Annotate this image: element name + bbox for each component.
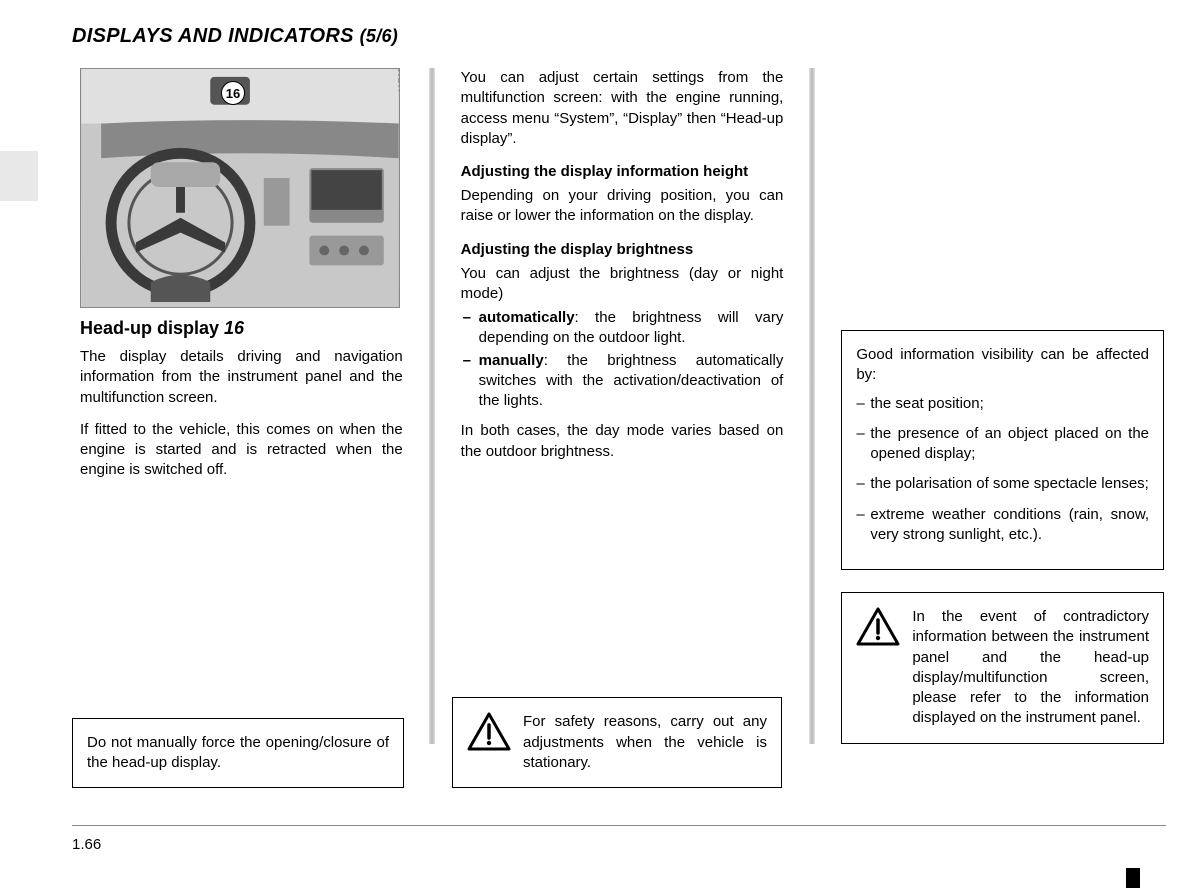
warning-icon-wrapper-2 (467, 712, 511, 758)
callout-number: 16 (226, 86, 240, 101)
col2-sub2: Adjusting the display brightness (461, 241, 784, 258)
col2-p2: Depending on your driving position, you … (461, 186, 784, 227)
col1-p2: If fitted to the vehicle, this comes on … (80, 420, 403, 481)
col2-bullet-2-bold: manually (479, 352, 544, 369)
column-3: Good information visibility can be affec… (833, 68, 1172, 744)
info-box-safety: For safety reasons, carry out any adjust… (452, 697, 782, 788)
col2-bullet-2: manually: the brightness automatically s… (461, 351, 784, 412)
warning-icon-wrapper (856, 607, 900, 653)
box-a-item-4: extreme weather conditions (rain, snow, … (856, 505, 1149, 546)
side-tab (0, 151, 38, 201)
title-count: (5/6) (360, 26, 399, 46)
box-b-text: In the event of contradictory informatio… (912, 607, 1149, 729)
box-col1-text: Do not manually force the opening/closur… (87, 734, 389, 771)
col2-p1: You can adjust certain settings from the… (461, 68, 784, 149)
dashboard-image: 16 40727 (80, 68, 400, 308)
col2-sub1: Adjusting the display information height (461, 163, 784, 180)
image-ref-code: 40727 (398, 68, 400, 94)
info-box-visibility: Good information visibility can be affec… (841, 330, 1164, 570)
column-divider-1 (429, 68, 435, 744)
box-a-intro: Good information visibility can be affec… (856, 345, 1149, 386)
col1-heading: Head-up display 16 (80, 318, 403, 339)
column-divider-2 (809, 68, 815, 744)
columns: 16 40727 Head-up display 16 The display … (0, 68, 1200, 744)
page: DISPLAYS AND INDICATORS (5/6) (0, 0, 1200, 888)
info-box-contradiction: In the event of contradictory informatio… (841, 592, 1164, 744)
col1-p1: The display details driving and navigati… (80, 347, 403, 408)
col1-heading-num: 16 (224, 318, 244, 338)
warning-icon (856, 607, 900, 647)
col2-bullets: automatically: the brightness will vary … (461, 308, 784, 411)
col2-p4: In both cases, the day mode varies based… (461, 421, 784, 462)
page-number: 1.66 (72, 836, 101, 853)
col2-bullet-1: automatically: the brightness will vary … (461, 308, 784, 349)
col2-bullet-1-bold: automatically (479, 309, 575, 326)
image-callout: 16 (221, 81, 245, 105)
title-main: DISPLAYS AND INDICATORS (72, 25, 354, 47)
box-a-item-1: the seat position; (856, 394, 1149, 414)
footer-line (72, 825, 1166, 826)
info-box-no-force: Do not manually force the opening/closur… (72, 718, 404, 789)
dashboard-svg (81, 69, 399, 307)
box-a-item-2: the presence of an object placed on the … (856, 424, 1149, 465)
page-title: DISPLAYS AND INDICATORS (5/6) (72, 25, 1200, 48)
column-2: You can adjust certain settings from the… (453, 68, 792, 744)
box-col2-text: For safety reasons, carry out any adjust… (523, 712, 767, 773)
box-a-list: the seat position; the presence of an ob… (856, 394, 1149, 546)
col1-heading-text: Head-up display (80, 318, 219, 338)
box-a-item-3: the polarisation of some spectacle lense… (856, 474, 1149, 494)
warning-icon (467, 712, 511, 752)
footer-mark (1126, 868, 1140, 888)
column-1: 16 40727 Head-up display 16 The display … (72, 68, 411, 744)
col2-p3: You can adjust the brightness (day or ni… (461, 264, 784, 305)
